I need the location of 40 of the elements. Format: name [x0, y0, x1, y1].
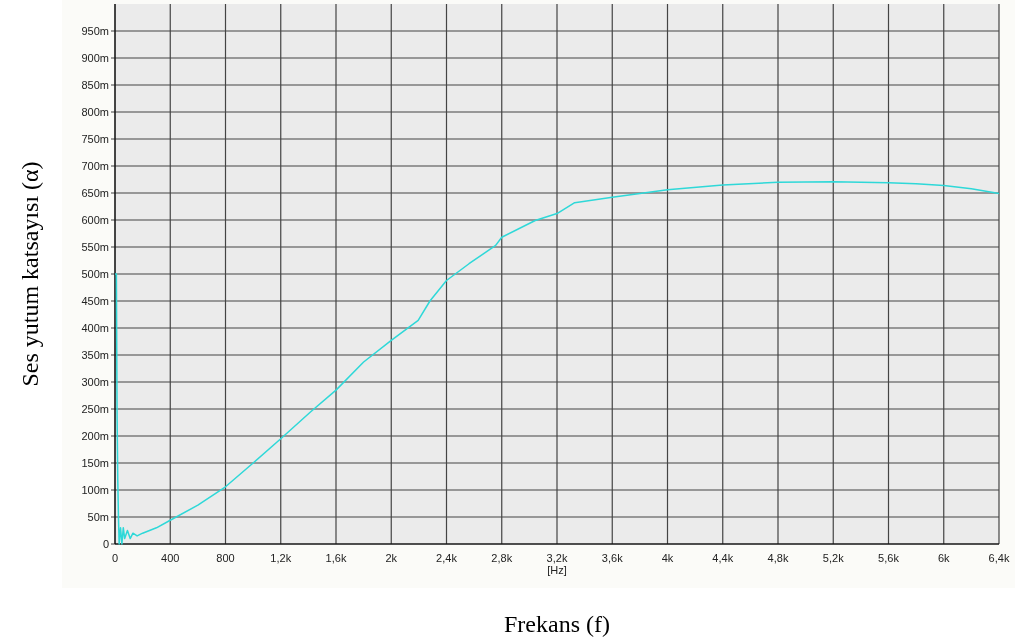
x-tick-label: 6k — [937, 552, 951, 564]
x-tick-label: 3,2k — [546, 552, 568, 564]
y-axis-title: Ses yutum katsayısı (α) — [17, 161, 43, 387]
y-tick-label: 200m — [81, 430, 109, 442]
y-tick-label: 600m — [81, 214, 109, 226]
x-tick-label: 2,4k — [436, 552, 458, 564]
y-tick-label: 800m — [81, 106, 109, 118]
x-tick-label: 400 — [161, 552, 180, 564]
x-tick-label: 1,6k — [325, 552, 347, 564]
y-tick-label: 500m — [81, 268, 109, 280]
x-tick-label: 6,4k — [988, 552, 1010, 564]
y-tick-label: 150m — [81, 457, 109, 469]
y-tick-label: 900m — [81, 52, 109, 64]
x-tick-label: 1,2k — [270, 552, 292, 564]
x-tick-label: 2,8k — [491, 552, 513, 564]
y-tick-label: 0 — [102, 538, 109, 550]
x-tick-label: 0 — [111, 552, 119, 564]
x-axis-title: Frekans (f) — [504, 611, 610, 637]
x-tick-label: 4,8k — [767, 552, 789, 564]
y-tick-label: 300m — [81, 376, 109, 388]
y-tick-label: 100m — [81, 484, 109, 496]
y-tick-label: 650m — [81, 187, 109, 199]
x-tick-label: 5,2k — [822, 552, 845, 564]
x-tick-label: 800 — [216, 552, 235, 564]
x-tick-label: 5,6k — [878, 552, 900, 564]
x-tick-label: 4k — [661, 552, 674, 564]
y-tick-label: 450m — [81, 295, 109, 307]
y-tick-label: 750m — [81, 133, 109, 145]
y-tick-label: 950m — [81, 25, 109, 37]
x-tick-label: 4,4k — [712, 552, 734, 564]
text: [Hz] — [547, 564, 567, 576]
y-tick-label: 850m — [81, 79, 109, 91]
y-tick-label: 700m — [81, 160, 109, 172]
y-tick-label: 350m — [81, 349, 109, 361]
y-tick-label: 400m — [81, 322, 109, 334]
y-tick-label: 550m — [81, 241, 109, 253]
y-tick-label: 50m — [87, 511, 109, 523]
y-tick-label: 250m — [81, 403, 109, 415]
x-tick-label: 3,6k — [601, 552, 624, 564]
x-tick-label: 2k — [385, 552, 398, 564]
